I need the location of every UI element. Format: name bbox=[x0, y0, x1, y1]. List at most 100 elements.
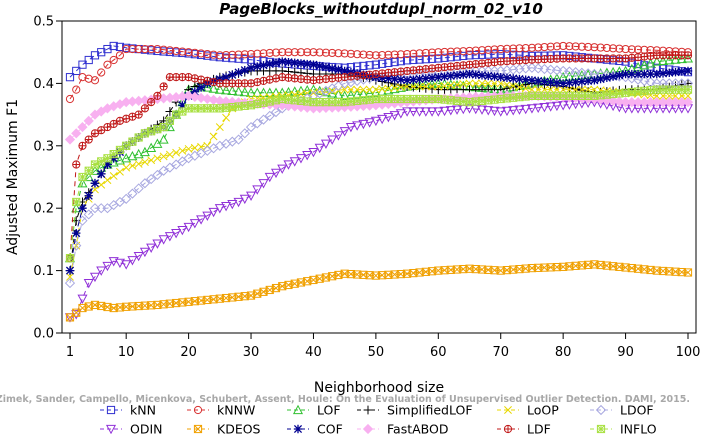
data-point-ldof bbox=[77, 215, 88, 226]
data-point-knnw bbox=[378, 50, 387, 60]
data-point-odin bbox=[476, 105, 488, 115]
data-point-odin bbox=[377, 114, 388, 125]
data-point-inflo bbox=[65, 254, 75, 263]
data-point-cof bbox=[109, 154, 118, 163]
data-point-odin bbox=[139, 247, 150, 258]
data-point-knnw bbox=[346, 49, 356, 58]
y-tick-label: 0.3 bbox=[33, 139, 54, 154]
data-point-odin bbox=[177, 225, 188, 236]
y-axis: 0.0 0.1 0.2 0.3 0.4 0.5 bbox=[33, 15, 62, 342]
data-point-knn bbox=[409, 55, 418, 65]
data-point-odin bbox=[102, 261, 113, 272]
data-point-loop bbox=[165, 150, 174, 159]
data-point-knnw bbox=[115, 51, 125, 60]
data-point-cof bbox=[452, 71, 462, 80]
data-point-odin bbox=[483, 106, 494, 116]
data-point-lof bbox=[108, 157, 119, 167]
data-point-cof bbox=[265, 59, 274, 69]
data-point-odin bbox=[221, 202, 232, 212]
x-axis-label: Neighborhood size bbox=[314, 380, 444, 396]
data-point-knnw bbox=[159, 45, 168, 54]
data-point-cof bbox=[558, 79, 568, 88]
data-point-odin bbox=[252, 185, 263, 195]
data-point-knnw bbox=[178, 47, 187, 56]
data-point-odin bbox=[96, 266, 107, 276]
series-line-knnw bbox=[69, 45, 689, 100]
data-point-ldof bbox=[533, 63, 544, 74]
data-point-cof bbox=[321, 62, 331, 72]
data-point-lof bbox=[221, 85, 232, 95]
data-point-cof bbox=[465, 69, 474, 79]
data-point-cof bbox=[527, 76, 537, 85]
data-point-knnw bbox=[571, 42, 580, 51]
data-point-knnw bbox=[534, 43, 543, 52]
data-point-ldf bbox=[159, 82, 168, 91]
x-axis: 1 10 20 30 40 50 60 70 80 90 100 bbox=[66, 333, 700, 360]
data-point-odin bbox=[202, 211, 213, 221]
data-point-loop bbox=[415, 82, 424, 91]
data-point-knnw bbox=[365, 50, 374, 60]
data-point-cof bbox=[290, 58, 299, 68]
y-tick-label: 0.1 bbox=[33, 264, 54, 279]
data-point-fastabod bbox=[614, 96, 625, 107]
data-point-knnw bbox=[484, 45, 493, 54]
data-point-inflo bbox=[633, 87, 643, 96]
data-point-cof bbox=[621, 69, 630, 79]
data-point-knnw bbox=[515, 44, 524, 53]
data-point-ldf bbox=[683, 51, 693, 60]
x-tick-label: 50 bbox=[368, 345, 385, 360]
data-point-odin bbox=[395, 109, 406, 119]
data-point-loop bbox=[184, 144, 193, 153]
data-point-lof bbox=[133, 148, 144, 159]
data-point-knn bbox=[446, 53, 455, 62]
data-point-knnw bbox=[465, 46, 474, 56]
data-point-cof bbox=[284, 57, 293, 67]
series-inflo bbox=[65, 85, 693, 263]
data-point-ldof bbox=[146, 173, 157, 185]
data-point-knnw bbox=[296, 48, 306, 57]
data-point-loop bbox=[222, 113, 231, 122]
data-point-knnw bbox=[165, 46, 174, 55]
watermark: Campos, Zimek, Sander, Campello, Micenko… bbox=[0, 394, 690, 405]
data-point-inflo bbox=[122, 141, 131, 150]
data-point-inflo bbox=[303, 97, 312, 106]
data-point-knnw bbox=[452, 47, 462, 56]
data-point-odin bbox=[508, 106, 519, 116]
data-point-odin bbox=[383, 112, 394, 123]
data-point-cof bbox=[240, 65, 249, 75]
data-point-odin bbox=[364, 118, 375, 128]
data-point-inflo bbox=[640, 86, 649, 95]
data-point-knnw bbox=[509, 44, 518, 53]
data-point-odin bbox=[495, 107, 506, 117]
data-point-odin bbox=[320, 139, 331, 149]
data-point-knn bbox=[415, 55, 424, 64]
data-point-cof bbox=[309, 60, 318, 69]
data-point-lof bbox=[664, 55, 675, 65]
data-point-ldof bbox=[152, 169, 163, 181]
data-point-cof bbox=[402, 76, 412, 85]
data-point-knnw bbox=[434, 48, 443, 57]
data-point-cof bbox=[190, 87, 200, 96]
data-point-lof bbox=[77, 177, 88, 188]
data-point-loop bbox=[428, 82, 437, 91]
data-point-knn bbox=[452, 52, 462, 61]
data-point-knn bbox=[359, 61, 368, 71]
data-point-cof bbox=[278, 57, 287, 66]
data-point-knn bbox=[465, 51, 474, 60]
data-point-cof bbox=[665, 68, 674, 77]
data-point-inflo bbox=[627, 88, 636, 97]
x-tick-label: 40 bbox=[305, 345, 322, 360]
data-point-odin bbox=[539, 103, 550, 113]
data-point-odin bbox=[208, 207, 219, 218]
data-point-knnw bbox=[496, 44, 505, 54]
data-point-inflo bbox=[234, 102, 243, 111]
data-point-odin bbox=[196, 215, 207, 225]
data-point-knn bbox=[459, 51, 468, 61]
data-point-odin bbox=[233, 197, 244, 208]
series-line-lof bbox=[69, 57, 689, 259]
data-point-inflo bbox=[490, 95, 499, 104]
data-point-fastabod bbox=[195, 92, 207, 103]
data-point-cof bbox=[509, 74, 518, 83]
data-point-ldof bbox=[352, 75, 363, 87]
data-point-odin bbox=[433, 107, 444, 117]
